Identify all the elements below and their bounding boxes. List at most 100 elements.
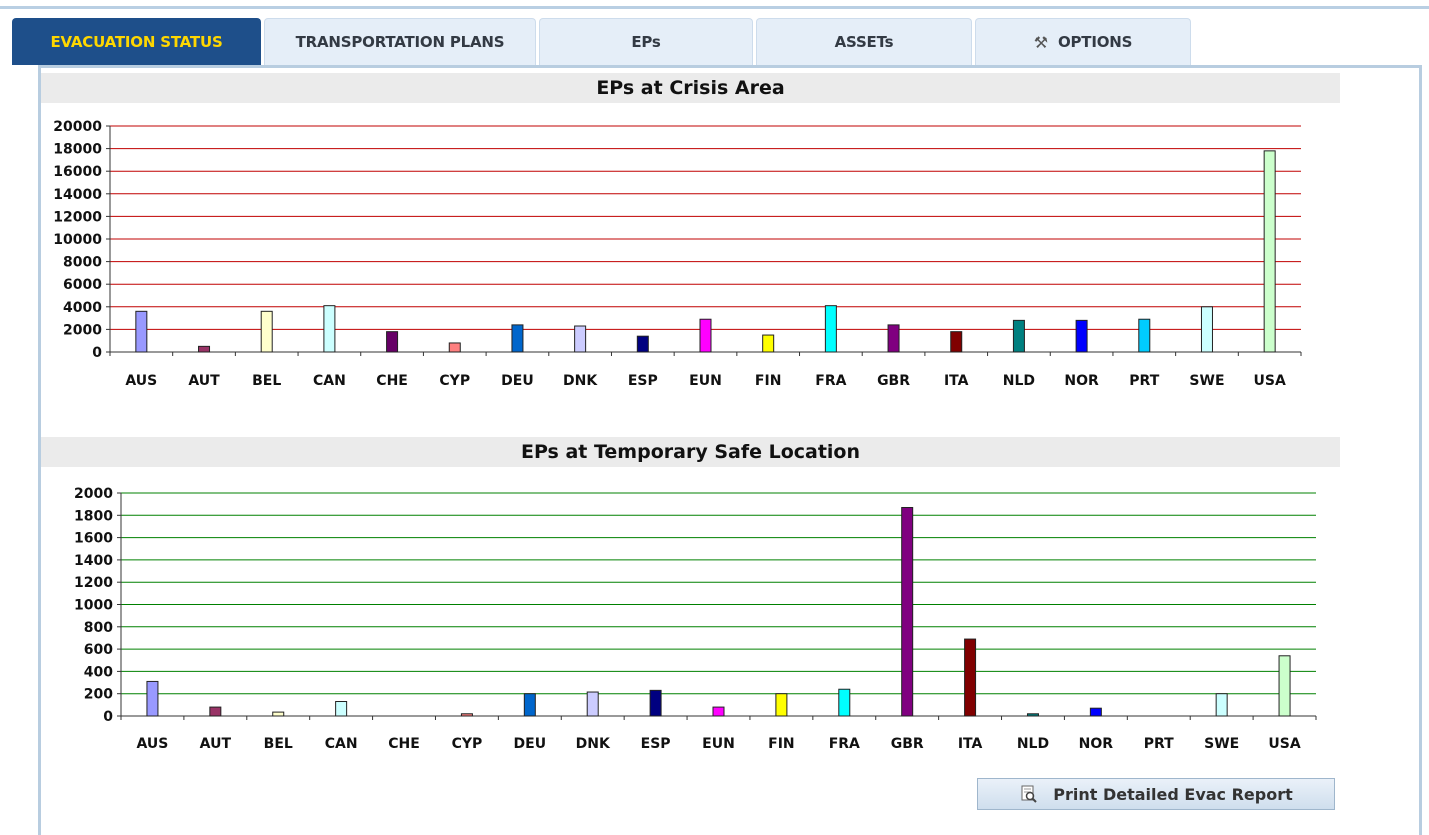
bar-nld [1026,713,1039,717]
bar-aus [146,680,159,717]
tab-label: ASSETs [834,33,894,51]
x-tick-label: FRA [829,736,860,752]
x-tick-label: FRA [815,373,846,389]
chart-title-crisis-area: EPs at Crisis Area [41,73,1340,103]
y-tick-label: 1000 [74,598,113,614]
y-tick-label: 18000 [53,142,102,158]
bar-dnk [574,325,587,353]
y-tick-label: 20000 [53,119,102,135]
bar-nor [1089,707,1102,717]
x-tick-label: ESP [641,736,671,752]
x-tick-label: AUT [200,736,232,752]
chart-title-safe-location: EPs at Temporary Safe Location [41,437,1340,467]
y-tick-label: 1800 [74,508,113,524]
tab-evacuation-status[interactable]: EVACUATION STATUS [12,18,261,65]
x-tick-label: USA [1268,736,1300,752]
bar-ita [964,638,977,717]
x-tick-label: NLD [1017,736,1049,752]
tab-eps[interactable]: EPs [539,18,753,65]
x-tick-label: SWE [1204,736,1239,752]
bar-dnk [586,691,599,717]
y-tick-label: 600 [84,642,113,658]
bar-fra [824,305,837,353]
bar-che [386,331,399,353]
bar-bel [260,310,273,353]
y-tick-label: 2000 [74,486,113,502]
y-tick-label: 16000 [53,164,102,180]
x-tick-label: CHE [388,736,420,752]
y-tick-label: 400 [84,664,113,680]
bar-esp [649,689,662,717]
x-tick-label: AUS [125,373,157,389]
tools-icon: ⚒ [1033,32,1048,52]
x-tick-label: DEU [501,373,534,389]
x-tick-label: AUS [137,736,169,752]
bar-aus [135,310,148,353]
bar-deu [523,693,536,717]
bar-prt [1138,318,1151,353]
bar-ita [950,331,963,353]
y-tick-label: 6000 [63,277,102,293]
bar-swe [1200,306,1213,353]
x-tick-label: PRT [1144,736,1174,752]
y-tick-label: 10000 [53,232,102,248]
y-tick-label: 0 [103,709,113,725]
bar-fra [838,688,851,717]
x-tick-label: FIN [768,736,795,752]
y-tick-label: 4000 [63,300,102,316]
x-tick-label: AUT [188,373,220,389]
bar-can [335,701,348,717]
y-tick-label: 200 [84,687,113,703]
bar-usa [1278,655,1291,717]
tab-label: EPs [631,33,661,51]
x-tick-label: CYP [452,736,483,752]
x-tick-label: ITA [944,373,969,389]
tab-label: OPTIONS [1057,33,1133,51]
x-tick-label: CYP [439,373,470,389]
x-tick-label: PRT [1129,373,1159,389]
x-tick-label: EUN [702,736,735,752]
bar-swe [1215,693,1228,717]
y-tick-label: 800 [84,620,113,636]
bar-deu [511,324,524,353]
x-tick-label: BEL [252,373,281,389]
tab-transportation-plans[interactable]: TRANSPORTATION PLANS [264,18,536,65]
bar-can [323,305,336,353]
tab-assets[interactable]: ASSETs [756,18,972,65]
x-tick-label: DEU [514,736,547,752]
x-tick-label: ITA [958,736,983,752]
print-evac-report-button[interactable]: Print Detailed Evac Report [977,778,1335,810]
bar-fin [775,693,788,717]
tab-label: EVACUATION STATUS [50,33,223,51]
x-tick-label: NOR [1064,373,1099,389]
x-tick-label: BEL [264,736,293,752]
bar-fin [762,334,775,353]
bar-gbr [887,324,900,353]
bar-eun [712,706,725,717]
y-tick-label: 1400 [74,553,113,569]
x-tick-label: ESP [628,373,658,389]
x-tick-label: CHE [376,373,408,389]
bar-nld [1012,319,1025,353]
y-tick-label: 14000 [53,187,102,203]
y-tick-label: 1600 [74,531,113,547]
y-tick-label: 8000 [63,255,102,271]
tab-label: TRANSPORTATION PLANS [295,33,505,51]
tab-options[interactable]: ⚒ OPTIONS [975,18,1191,65]
x-tick-label: CAN [313,373,346,389]
y-tick-label: 12000 [53,209,102,225]
x-tick-label: FIN [755,373,782,389]
print-button-label: Print Detailed Evac Report [1053,784,1293,804]
bar-nor [1075,319,1088,353]
bar-aut [209,706,222,717]
print-preview-icon [1019,784,1039,804]
bar-eun [699,318,712,353]
x-tick-label: DNK [563,373,598,389]
x-tick-label: EUN [689,373,722,389]
x-tick-label: GBR [877,373,910,389]
x-tick-label: SWE [1189,373,1224,389]
bar-cyp [448,342,461,353]
y-tick-label: 2000 [63,322,102,338]
